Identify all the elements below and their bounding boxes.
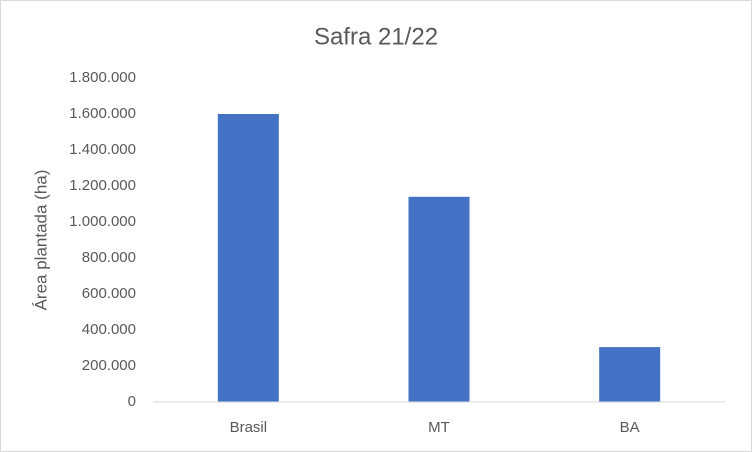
y-tick-label: 1.600.000 [69, 105, 136, 122]
y-tick-label: 1.000.000 [69, 213, 136, 230]
y-axis-label: Área plantada (ha) [31, 170, 50, 311]
x-tick-label: Brasil [230, 419, 268, 436]
y-tick-label: 1.800.000 [69, 69, 136, 86]
bar [217, 114, 279, 402]
y-tick-label: 800.000 [82, 249, 136, 266]
y-tick-label: 400.000 [82, 321, 136, 338]
bar [599, 347, 661, 402]
y-tick-label: 1.200.000 [69, 177, 136, 194]
y-tick-label: 200.000 [82, 357, 136, 374]
chart-title: Safra 21/22 [314, 23, 438, 50]
y-tick-label: 0 [128, 393, 136, 410]
x-tick-label: BA [620, 419, 640, 436]
bar [408, 196, 470, 402]
x-tick-label: MT [428, 419, 450, 436]
y-tick-label: 600.000 [82, 285, 136, 302]
y-tick-label: 1.400.000 [69, 141, 136, 158]
